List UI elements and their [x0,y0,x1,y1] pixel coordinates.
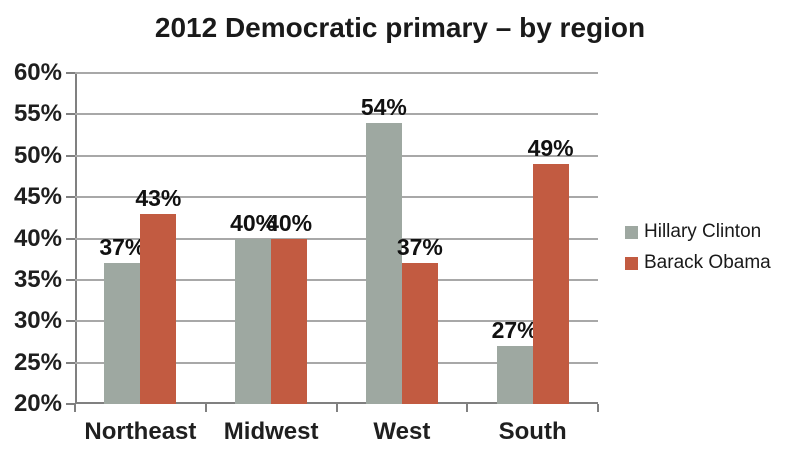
y-axis-tick [66,403,75,405]
y-axis-label: 45% [13,183,62,211]
y-axis-tick [66,237,75,240]
x-axis-label: South [498,418,567,445]
bar-value-label: 49% [527,135,574,162]
bar-value-label: 43% [135,184,182,211]
legend-item: Hillary Clinton [625,221,771,243]
bar-hillary-clinton-south [496,346,533,404]
gridline [75,196,598,199]
bar-barack-obama-west [401,263,438,404]
gridline [75,320,598,323]
x-axis-tick [74,404,76,412]
x-axis-tick [466,404,469,412]
y-axis-tick [66,278,75,281]
legend-label: Hillary Clinton [644,221,762,242]
gridline [75,237,598,240]
y-axis-tick [66,320,75,323]
y-axis-tick [66,361,75,364]
y-axis-tick [66,113,75,116]
chart-title: 2012 Democratic primary – by region [154,12,646,43]
y-axis-label: 30% [13,307,62,335]
bar-value-label: 40% [230,209,277,236]
gridline [75,113,598,116]
y-axis-label: 50% [13,141,62,169]
x-axis-label: Midwest [223,418,319,445]
bar-value-label: 27% [491,317,538,344]
y-axis-tick [66,72,75,74]
bar-value-label: 37% [99,234,146,261]
legend-swatch [625,225,638,239]
bar-barack-obama-midwest [271,238,308,404]
x-axis-tick [335,404,338,412]
legend-item: Barack Obama [625,252,771,274]
y-axis-label: 20% [13,390,62,417]
y-axis-label: 25% [13,348,62,376]
x-axis-label: Northeast [84,418,197,445]
x-axis-tick [597,404,599,412]
x-axis-tick [204,404,207,412]
legend-swatch [625,256,638,270]
bar-value-label: 37% [396,234,443,261]
bar-value-label: 54% [360,93,407,120]
legend: Hillary Clinton Barack Obama [625,221,771,283]
bar-value-label: 40% [266,209,313,236]
gridline [75,361,598,364]
legend-label: Barack Obama [644,252,771,273]
y-axis-tick [66,196,75,199]
gridline [75,278,598,281]
y-axis-label: 40% [13,224,62,252]
bar-hillary-clinton-midwest [235,238,272,404]
x-axis-label: West [373,418,431,445]
bar-hillary-clinton-west [365,122,402,404]
y-axis-tick [66,154,75,157]
bar-hillary-clinton-northeast [104,263,141,404]
gridline [75,72,598,74]
y-axis-label: 55% [13,100,62,128]
gridline [75,154,598,157]
bar-barack-obama-northeast [140,213,177,404]
y-axis-label: 35% [13,265,62,293]
bar-barack-obama-south [532,164,569,404]
y-axis-label: 60% [13,59,62,86]
